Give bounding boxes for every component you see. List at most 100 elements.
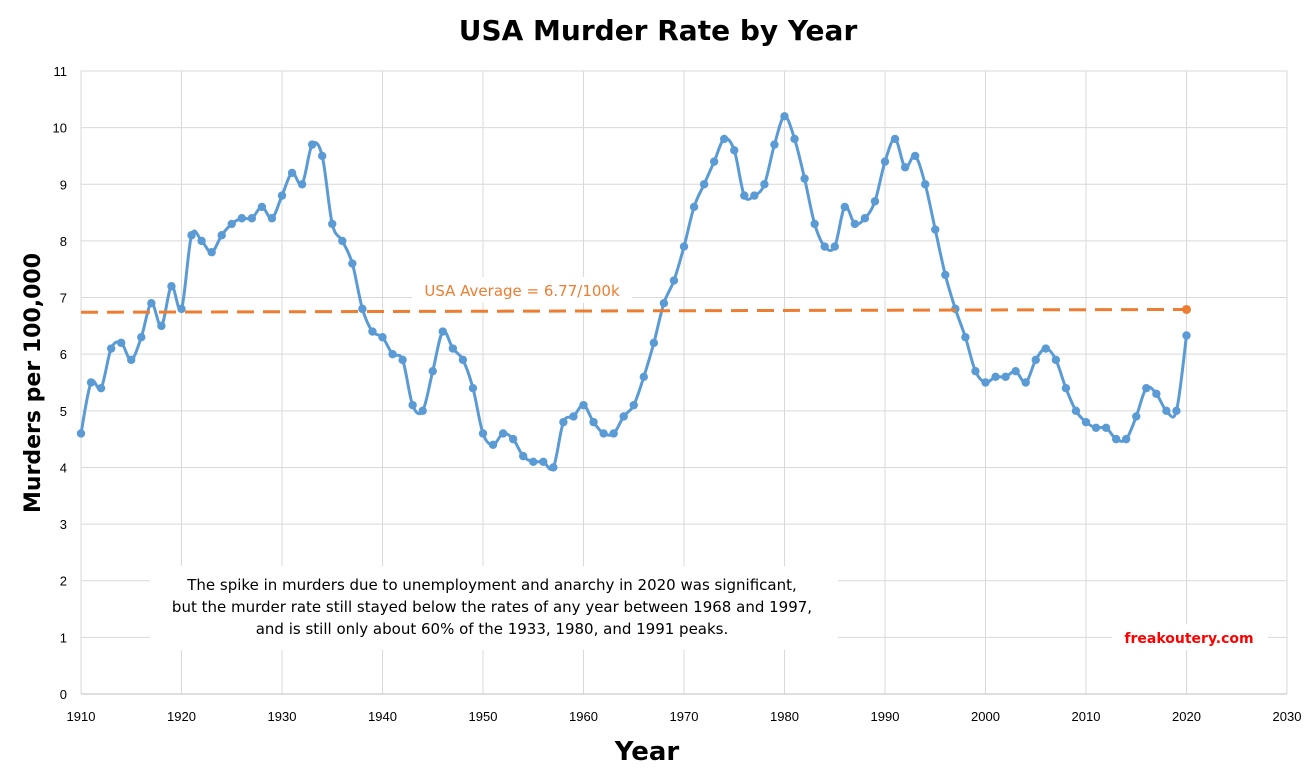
data-point	[177, 304, 186, 314]
data-point	[1071, 406, 1081, 416]
data-point	[609, 429, 618, 438]
data-point	[418, 406, 427, 416]
data-point	[348, 259, 357, 268]
x-tick-label: 1930	[268, 709, 297, 724]
data-point	[408, 400, 417, 410]
note-line: but the murder rate still stayed below t…	[172, 598, 812, 616]
data-point	[720, 134, 729, 144]
x-axis-ticks: 1910 1920 1930 1940 1950 1960 1970 1980 1990 2000…	[67, 709, 1302, 724]
data-point	[740, 191, 749, 200]
data-point	[1061, 383, 1071, 393]
data-point	[1132, 412, 1141, 421]
x-tick-label: 1990	[871, 709, 900, 724]
data-point	[569, 412, 578, 421]
x-tick-label: 2020	[1172, 709, 1201, 724]
murder-rate-line	[79, 114, 1188, 471]
data-point	[629, 400, 638, 410]
data-point	[890, 134, 900, 144]
data-point	[267, 214, 277, 223]
data-point	[780, 112, 789, 121]
data-point	[730, 146, 739, 155]
data-point	[870, 197, 880, 206]
data-point	[810, 219, 819, 229]
data-point	[981, 378, 990, 387]
data-point	[931, 225, 940, 234]
average-endpoint	[1182, 304, 1191, 314]
data-point	[428, 366, 437, 376]
data-point	[519, 451, 528, 461]
data-point	[488, 440, 498, 449]
annotations: USA Average = 6.77/100k The spike in murd…	[150, 277, 1268, 650]
data-point	[649, 338, 659, 348]
data-point	[1081, 417, 1091, 427]
data-point	[559, 417, 568, 427]
y-tick-label: 9	[60, 177, 67, 192]
data-point	[820, 242, 829, 251]
average-line	[80, 307, 1187, 314]
y-tick-label: 4	[60, 460, 67, 475]
note-line: and is still only about 60% of the 1933,…	[256, 620, 729, 638]
data-point	[1182, 331, 1191, 340]
x-tick-label: 1960	[569, 709, 598, 724]
data-point	[217, 231, 226, 240]
data-point	[589, 417, 598, 427]
data-point	[398, 355, 407, 365]
data-point	[1142, 383, 1151, 393]
data-point	[287, 168, 297, 178]
data-point	[378, 332, 387, 342]
data-point	[187, 231, 196, 240]
data-point	[1111, 434, 1121, 444]
average-label: USA Average = 6.77/100k	[424, 282, 620, 300]
y-tick-label: 11	[54, 64, 68, 79]
data-point	[770, 140, 779, 149]
murder-rate-series	[76, 112, 1191, 472]
data-point	[659, 299, 669, 308]
data-point	[237, 214, 246, 223]
data-point	[1011, 366, 1020, 376]
data-point	[338, 236, 347, 246]
y-tick-label: 10	[53, 121, 67, 136]
data-point	[478, 429, 488, 438]
data-point	[880, 157, 890, 166]
y-tick-label: 5	[60, 404, 67, 419]
data-point	[800, 174, 809, 183]
y-tick-label: 6	[60, 347, 67, 362]
data-point	[669, 276, 679, 285]
data-point	[257, 202, 267, 212]
data-point	[468, 383, 478, 393]
chart-title: USA Murder Rate by Year	[459, 14, 858, 47]
x-tick-label: 2030	[1273, 709, 1302, 724]
data-point	[1122, 434, 1131, 444]
data-point	[207, 248, 216, 257]
data-point	[448, 344, 458, 353]
y-tick-label: 3	[60, 517, 67, 532]
data-point	[910, 151, 920, 161]
x-tick-label: 1940	[368, 709, 397, 724]
data-point	[549, 463, 558, 472]
data-point	[106, 344, 116, 353]
note-line: The spike in murders due to unemployment…	[186, 576, 797, 594]
data-point	[830, 242, 839, 251]
x-tick-label: 1920	[167, 709, 196, 724]
y-tick-label: 0	[60, 687, 67, 702]
x-tick-label: 2000	[971, 709, 1000, 724]
note-box	[150, 566, 838, 650]
data-point	[941, 270, 950, 280]
data-point	[117, 338, 126, 348]
data-point	[1051, 355, 1061, 365]
data-point	[961, 332, 970, 342]
data-point	[297, 180, 307, 189]
data-point	[760, 180, 769, 189]
data-point	[529, 457, 538, 466]
data-point	[699, 180, 709, 189]
data-point	[498, 429, 508, 438]
data-point	[900, 163, 910, 172]
x-tick-label: 1950	[469, 709, 498, 724]
data-point	[318, 151, 327, 161]
x-axis-title: Year	[614, 737, 680, 767]
data-point	[689, 202, 699, 212]
y-tick-label: 7	[60, 291, 67, 306]
data-point	[247, 214, 257, 223]
data-point	[1152, 389, 1161, 399]
